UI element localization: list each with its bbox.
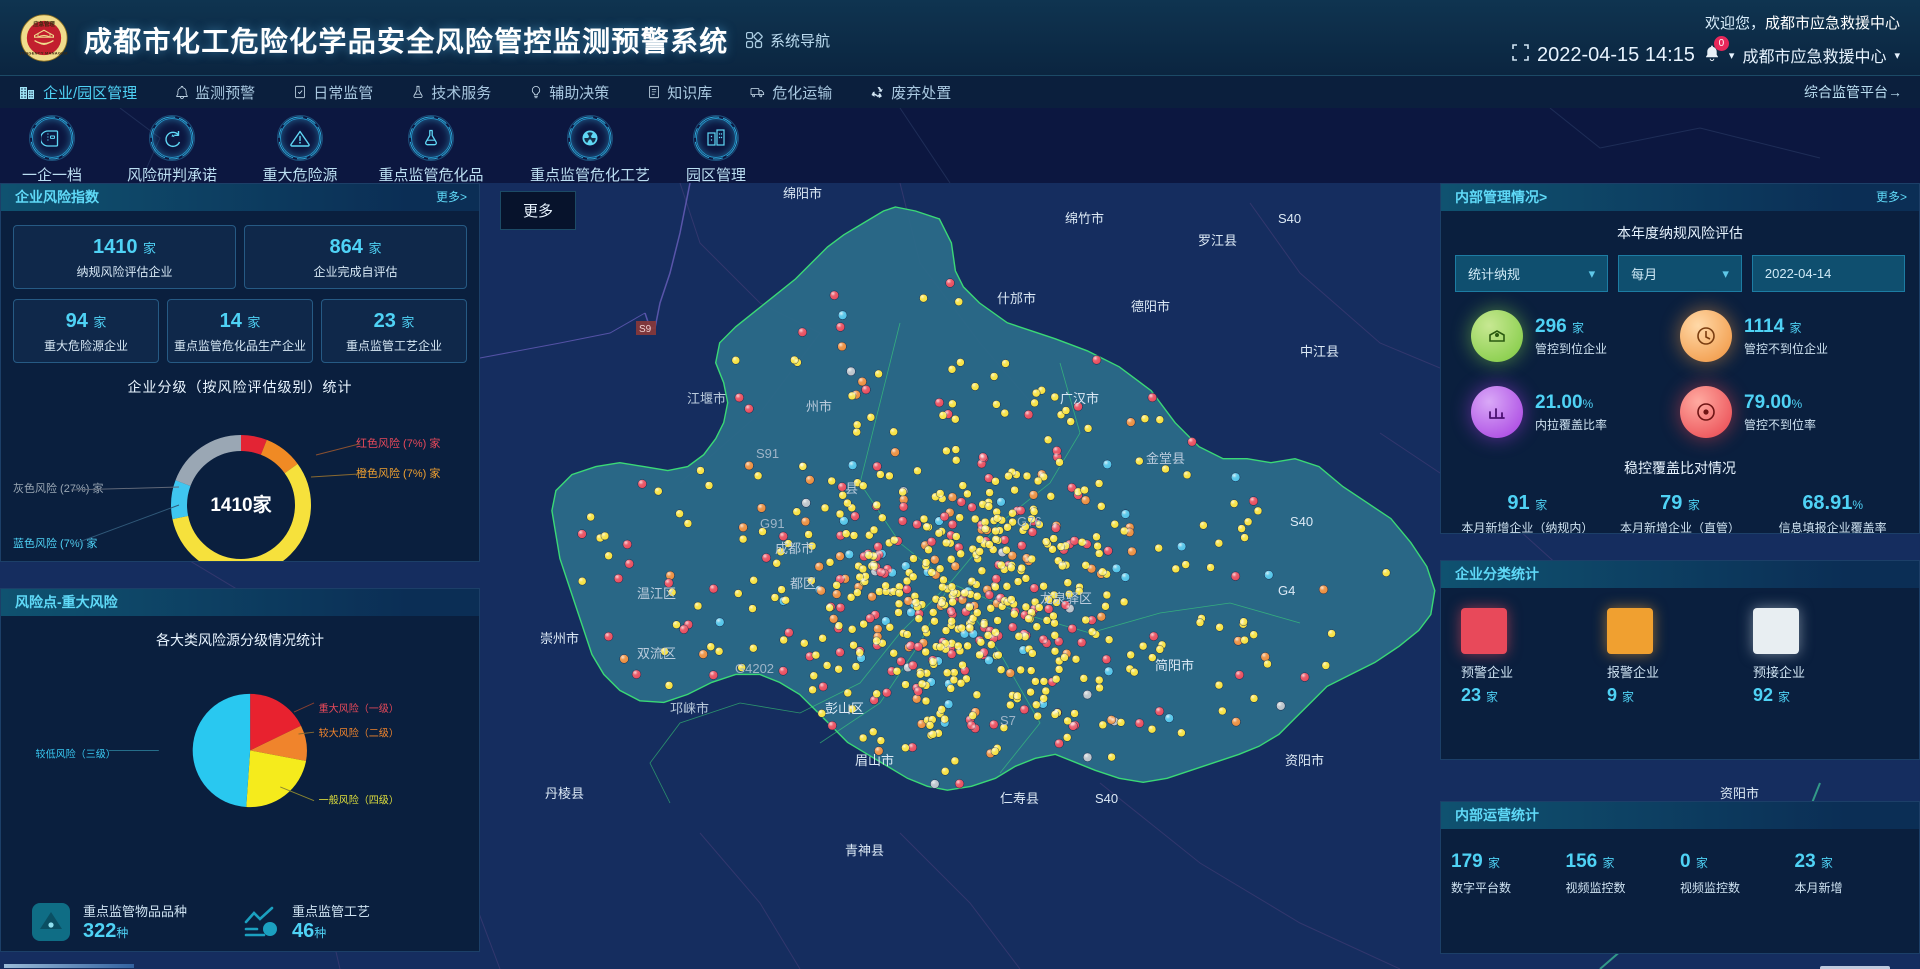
svg-text:1410家: 1410家 [210, 493, 272, 516]
svg-text:绵竹市: 绵竹市 [1065, 211, 1104, 226]
svg-text:一般风险（四级）: 一般风险（四级） [319, 793, 399, 806]
svg-text:重大风险（一级）: 重大风险（一级） [319, 702, 399, 715]
svg-text:G4202: G4202 [735, 661, 774, 676]
svg-text:S9: S9 [639, 324, 652, 335]
svg-text:眉山市: 眉山市 [855, 753, 894, 768]
svg-text:州市: 州市 [806, 399, 832, 414]
svg-text:应急管理: 应急管理 [33, 20, 55, 28]
svg-text:蓝色风险 (7%) 家: 蓝色风险 (7%) 家 [13, 536, 97, 550]
svg-text:S91: S91 [756, 446, 779, 461]
svg-text:G4: G4 [1278, 583, 1295, 598]
svg-text:S7: S7 [1000, 713, 1016, 728]
svg-text:邛崃市: 邛崃市 [670, 701, 709, 716]
svg-text:罗江县: 罗江县 [1198, 233, 1237, 248]
svg-text:江堰市: 江堰市 [687, 391, 726, 406]
svg-text:彭山区: 彭山区 [825, 701, 864, 716]
svg-text:橙色风险 (7%) 家: 橙色风险 (7%) 家 [356, 466, 440, 480]
svg-text:S40: S40 [1290, 514, 1313, 529]
svg-text:金堂县: 金堂县 [1146, 451, 1185, 466]
svg-text:简阳市: 简阳市 [1155, 658, 1194, 673]
svg-text:G76: G76 [1017, 514, 1042, 529]
svg-text:S40: S40 [1095, 791, 1118, 806]
svg-text:青神县: 青神县 [845, 843, 884, 858]
svg-text:红色风险 (7%) 家: 红色风险 (7%) 家 [356, 436, 440, 450]
svg-text:德阳市: 德阳市 [1131, 299, 1170, 314]
svg-text:丹棱县: 丹棱县 [545, 786, 584, 801]
svg-text:绵阳市: 绵阳市 [783, 186, 822, 201]
svg-text:灰色风险 (27%) 家: 灰色风险 (27%) 家 [13, 481, 103, 495]
svg-text:什邡市: 什邡市 [997, 291, 1036, 306]
svg-text:广汉市: 广汉市 [1060, 391, 1099, 406]
svg-text:成都市: 成都市 [775, 541, 814, 556]
svg-text:温江区: 温江区 [637, 586, 676, 601]
svg-text:CONTINGENCY MANAGEMENT: CONTINGENCY MANAGEMENT [20, 51, 68, 56]
svg-text:资阳市: 资阳市 [1285, 753, 1324, 768]
svg-text:双流区: 双流区 [637, 646, 676, 661]
svg-text:都区: 都区 [790, 576, 816, 591]
svg-text:S40: S40 [1278, 211, 1301, 226]
svg-text:较大风险（二级）: 较大风险（二级） [319, 727, 399, 740]
svg-text:县: 县 [845, 481, 858, 496]
svg-text:中江县: 中江县 [1300, 344, 1339, 359]
svg-text:较低风险（三级）: 较低风险（三级） [36, 748, 116, 761]
svg-text:G91: G91 [760, 516, 785, 531]
svg-text:资阳市: 资阳市 [1720, 786, 1759, 801]
svg-text:龙泉驿区: 龙泉驿区 [1040, 591, 1092, 606]
svg-text:仁寿县: 仁寿县 [1000, 791, 1039, 806]
svg-text:崇州市: 崇州市 [540, 631, 579, 646]
